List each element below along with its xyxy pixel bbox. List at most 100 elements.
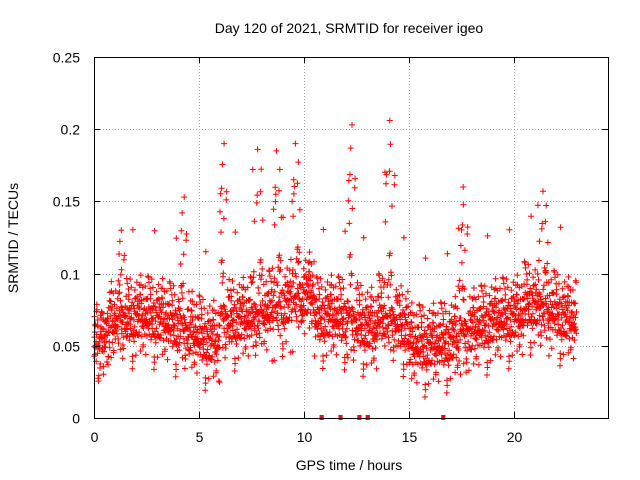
data-point — [437, 336, 444, 343]
x-tick-label: 0 — [91, 429, 99, 445]
data-point — [341, 366, 348, 373]
data-point — [362, 296, 369, 303]
data-point — [133, 279, 140, 286]
data-point — [374, 336, 380, 343]
data-point — [540, 317, 547, 324]
data-point — [468, 346, 475, 353]
data-point — [454, 362, 461, 369]
data-point — [317, 275, 324, 282]
data-point — [137, 272, 144, 279]
data-point — [114, 323, 121, 330]
data-point — [153, 309, 160, 316]
data-point — [132, 352, 139, 359]
data-point — [526, 300, 533, 307]
data-point — [551, 320, 558, 327]
data-point — [148, 276, 155, 283]
data-point — [186, 347, 193, 354]
data-point-peak — [386, 117, 393, 124]
data-point — [473, 353, 480, 360]
data-point — [273, 314, 280, 321]
data-point — [506, 226, 513, 233]
data-point — [256, 334, 263, 341]
data-point — [151, 227, 158, 234]
data-point — [120, 345, 127, 352]
data-point — [307, 310, 314, 317]
data-point — [181, 365, 188, 372]
data-point — [424, 315, 431, 322]
data-point — [245, 352, 252, 359]
data-point — [386, 168, 393, 175]
data-point — [188, 307, 195, 314]
data-point — [107, 298, 114, 305]
data-point — [323, 295, 330, 301]
data-point — [250, 268, 257, 275]
data-point — [465, 367, 472, 374]
data-point — [342, 304, 349, 311]
data-point — [155, 296, 162, 302]
data-point — [313, 310, 320, 317]
data-point — [327, 317, 334, 324]
data-point — [254, 192, 261, 199]
data-point — [109, 329, 116, 336]
data-point — [351, 347, 358, 354]
data-point — [159, 275, 166, 282]
data-point — [103, 338, 110, 345]
data-point — [131, 323, 138, 330]
data-point — [204, 330, 211, 337]
data-point — [137, 317, 144, 324]
data-point — [150, 300, 157, 306]
data-point — [271, 288, 278, 295]
data-point — [129, 353, 136, 360]
data-point — [286, 314, 293, 321]
data-point — [371, 355, 377, 362]
data-point — [508, 323, 515, 330]
data-point — [173, 235, 180, 242]
data-point — [382, 333, 389, 340]
data-point — [322, 307, 328, 314]
data-point — [495, 327, 502, 334]
data-point — [413, 379, 420, 386]
data-point — [270, 304, 276, 311]
data-point — [422, 386, 429, 393]
data-point — [257, 302, 264, 309]
data-point — [216, 379, 223, 386]
data-point — [207, 317, 213, 324]
data-point — [193, 301, 200, 308]
data-point — [361, 325, 368, 332]
data-point — [177, 333, 184, 340]
data-point — [175, 305, 182, 312]
data-point — [385, 276, 392, 283]
data-point — [116, 307, 123, 314]
data-point — [378, 290, 385, 297]
data-point — [364, 289, 371, 296]
data-point — [558, 336, 565, 343]
data-point — [116, 289, 123, 296]
data-point — [195, 314, 202, 321]
data-point — [97, 360, 104, 367]
data-point — [502, 291, 509, 298]
data-point — [102, 344, 109, 350]
data-point — [527, 344, 534, 351]
data-point — [461, 247, 468, 254]
data-point — [234, 326, 241, 333]
data-point — [510, 279, 517, 286]
data-point — [294, 291, 301, 297]
data-point — [326, 332, 332, 339]
data-point — [254, 322, 261, 329]
data-point — [240, 350, 247, 357]
data-point — [457, 242, 464, 249]
data-point — [210, 373, 217, 380]
data-point — [111, 310, 118, 317]
data-point-peak — [460, 184, 467, 190]
data-point — [450, 334, 457, 341]
data-point — [257, 256, 264, 263]
data-point — [528, 213, 535, 220]
data-point — [408, 319, 415, 326]
data-point — [217, 190, 224, 197]
data-point — [288, 283, 295, 290]
data-point — [269, 265, 276, 272]
data-point — [509, 295, 516, 302]
data-point — [288, 317, 295, 324]
data-point — [184, 340, 191, 347]
data-point — [391, 181, 398, 188]
